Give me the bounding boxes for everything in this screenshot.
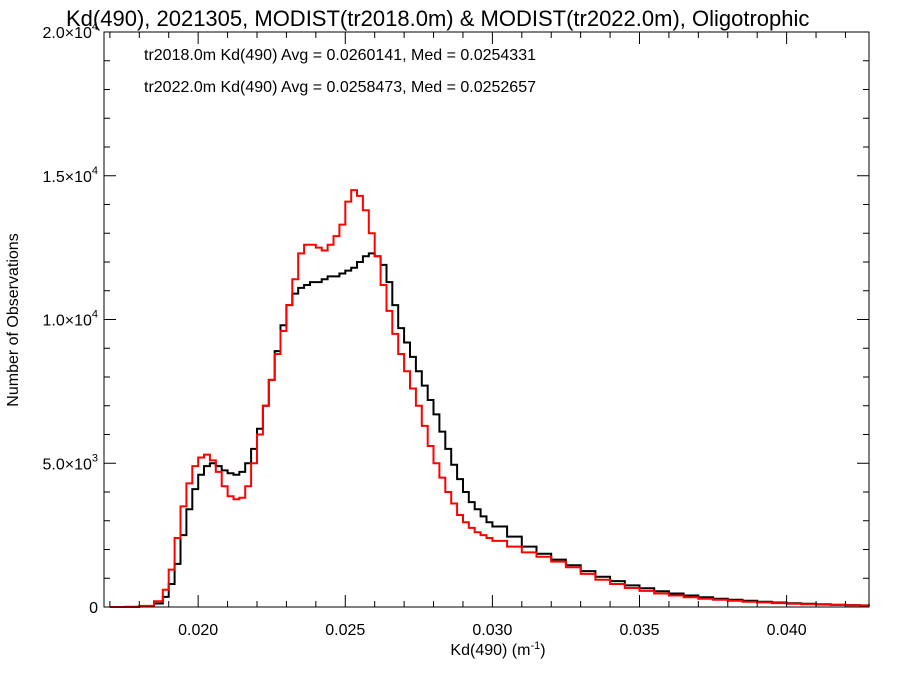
y-tick-label: 0 — [89, 600, 98, 617]
histogram-series-2 — [109, 189, 870, 608]
x-tick-label: 0.030 — [472, 622, 512, 639]
y-tick-label-exponent: 3 — [92, 452, 98, 464]
histogram-series-1 — [109, 252, 870, 608]
x-tick-label: 0.040 — [767, 622, 807, 639]
y-tick-label: 1.5×104 — [42, 165, 98, 186]
y-tick-label-text: 1.5×10 — [42, 169, 91, 186]
x-tick-label: 0.020 — [178, 622, 218, 639]
x-axis-label: Kd(490) (m-1) — [450, 640, 545, 659]
x-axis-label-close: ) — [540, 642, 545, 659]
annotation-series-1-stats: tr2018.0m Kd(490) Avg = 0.0260141, Med =… — [144, 47, 536, 64]
y-tick-label-text: 1.0×10 — [42, 313, 91, 330]
x-tick-label: 0.025 — [325, 622, 365, 639]
y-tick-label-exponent: 4 — [92, 165, 98, 177]
y-tick-label-text: 0 — [89, 600, 98, 617]
plot-area: 0.020 0.025 0.030 0.035 0.04005.0×1031.0×104… — [42, 21, 870, 639]
y-tick-label-exponent: 4 — [92, 309, 98, 321]
y-tick-label-exponent: 4 — [92, 21, 98, 33]
y-axis-label: Number of Observations — [5, 233, 22, 406]
y-tick-label: 2.0×104 — [42, 21, 98, 42]
x-axis-label-superscript: -1 — [530, 640, 540, 652]
x-tick-label: 0.035 — [619, 622, 659, 639]
y-tick-label: 5.0×103 — [42, 452, 98, 473]
y-tick-label-text: 5.0×10 — [42, 456, 91, 473]
annotation-series-2-stats: tr2022.0m Kd(490) Avg = 0.0258473, Med =… — [144, 79, 536, 96]
y-tick-label-text: 2.0×10 — [42, 25, 91, 42]
chart-title: Kd(490), 2021305, MODIST(tr2018.0m) & MO… — [66, 6, 809, 31]
x-axis-label-text: Kd(490) (m — [450, 642, 530, 659]
y-tick-label: 1.0×104 — [42, 309, 98, 330]
